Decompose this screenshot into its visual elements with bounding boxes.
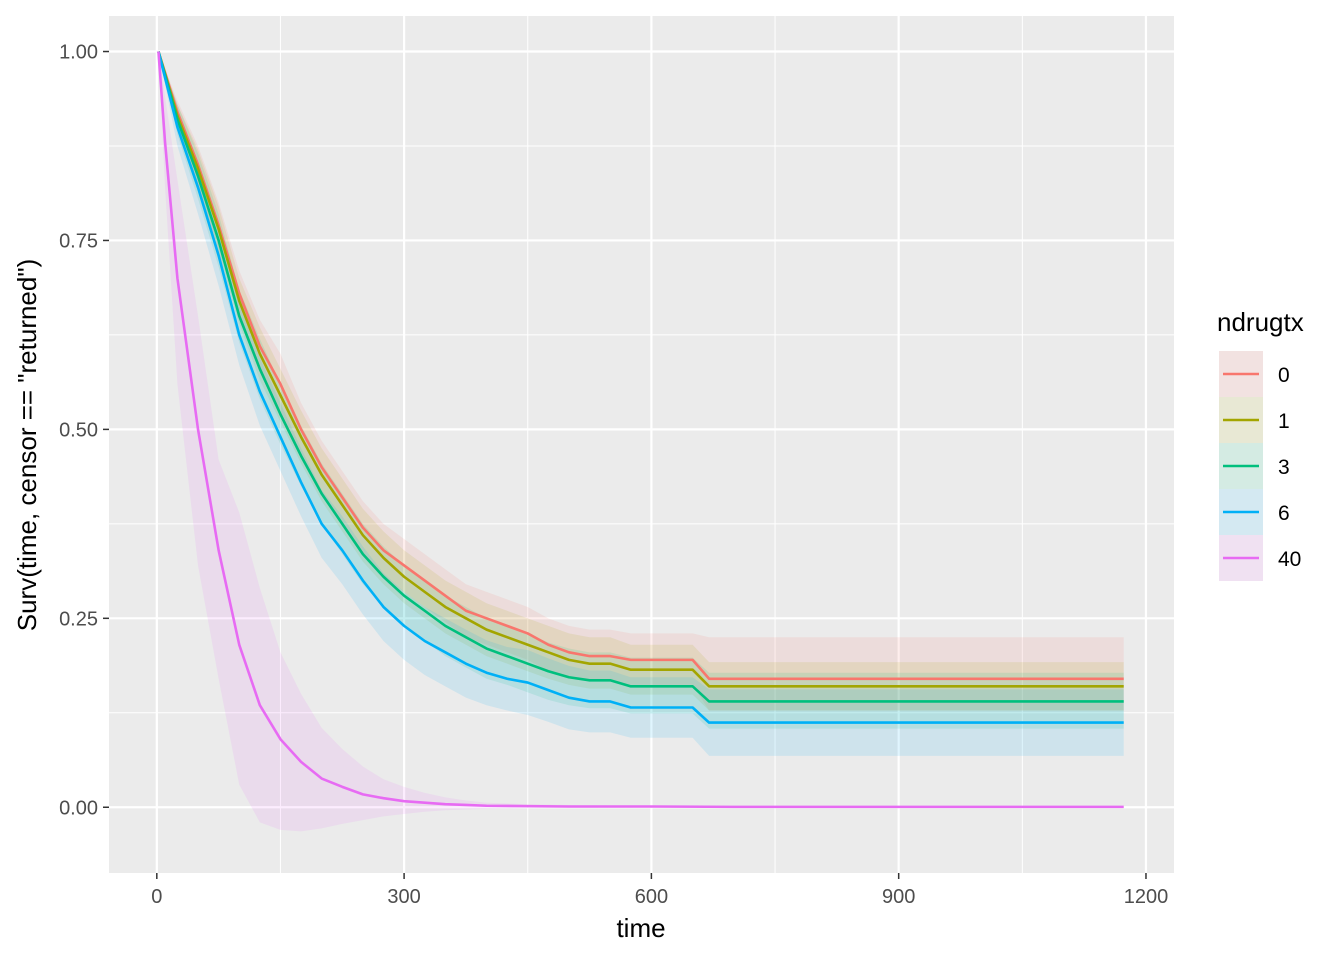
y-axis-title: Surv(time, censor == "returned") <box>12 259 42 632</box>
ribbon-ndrugtx-0 <box>158 51 1124 711</box>
legend-items: 0 1 3 6 40 <box>1219 351 1301 581</box>
line-ndrugtx-0 <box>157 51 1124 681</box>
y-tick-label: 0.50 <box>59 419 98 441</box>
legend-label: 6 <box>1278 502 1290 525</box>
legend: ndrugtx 0 1 3 6 40 <box>1217 307 1304 581</box>
y-tick-label: 0.00 <box>59 797 98 819</box>
legend-label: 1 <box>1278 410 1290 433</box>
x-tick-label: 900 <box>882 886 915 908</box>
x-tick-label: 600 <box>635 886 668 908</box>
legend-title: ndrugtx <box>1217 307 1304 337</box>
line-ndrugtx-40 <box>157 51 1124 809</box>
line-ndrugtx-1 <box>157 51 1124 688</box>
y-tick-label: 0.75 <box>59 230 98 252</box>
y-tick-label: 0.25 <box>59 608 98 630</box>
panel-background <box>109 16 1174 873</box>
line-ndrugtx-3 <box>157 51 1124 703</box>
y-tick-label: 1.00 <box>59 42 98 64</box>
legend-label: 3 <box>1278 456 1290 479</box>
confidence-ribbons <box>158 51 1124 832</box>
legend-label: 0 <box>1278 364 1290 387</box>
line-ndrugtx-6 <box>157 51 1124 724</box>
ribbon-ndrugtx-40 <box>158 51 1124 832</box>
legend-label: 40 <box>1278 548 1301 571</box>
x-tick-label: 1200 <box>1124 886 1169 908</box>
survival-curves <box>157 51 1124 809</box>
x-tick-label: 300 <box>387 886 420 908</box>
axes: 0 300 600 900 1200 0.00 0.25 0.50 0.75 1.00 <box>59 42 1168 908</box>
x-axis-title: time <box>616 913 665 943</box>
x-tick-label: 0 <box>151 886 162 908</box>
